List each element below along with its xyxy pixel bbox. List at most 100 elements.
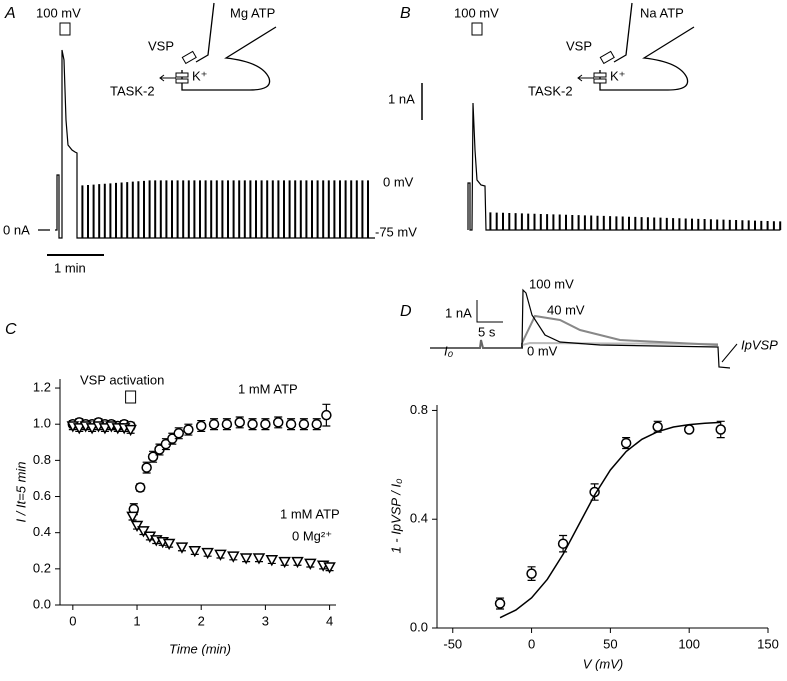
- arrow: [577, 74, 594, 82]
- data-point: [526, 568, 537, 579]
- pulse-label: 100 mV: [36, 5, 81, 20]
- y-tick-label: 1.0: [33, 416, 51, 431]
- solution-label: Na ATP: [640, 5, 684, 20]
- data-point: [214, 549, 227, 561]
- data-point: [162, 538, 176, 551]
- data-point: [208, 418, 220, 430]
- vsp-label: VSP: [148, 38, 174, 53]
- annotation: VSP activation: [80, 372, 164, 387]
- data-point: [183, 424, 194, 435]
- voltage-label: 40 mV: [547, 302, 585, 317]
- y-tick-label: 1.2: [33, 379, 51, 394]
- series-label: 1 mM ATP: [280, 506, 340, 521]
- data-point: [247, 418, 258, 430]
- y-tick-label: 0.4: [410, 511, 428, 526]
- y-axis-label: I / It=5 min: [13, 461, 28, 522]
- x-tick-label: 3: [262, 613, 269, 628]
- data-point: [85, 423, 99, 435]
- x-tick-label: 2: [198, 613, 205, 628]
- y-axis-label: 1 - IpVSP / I₀: [388, 478, 403, 554]
- pulse-box: [59, 22, 71, 36]
- pointer: [721, 343, 738, 363]
- data-point: [652, 421, 663, 433]
- pulse-box: [471, 22, 483, 36]
- data-point: [173, 427, 184, 439]
- channel-icon: [593, 72, 607, 78]
- data-point: [272, 417, 284, 428]
- data-point: [175, 542, 189, 554]
- current-trace: [38, 49, 375, 239]
- x-tick-label: 100: [678, 636, 700, 651]
- solution-label: Mg ATP: [230, 5, 275, 20]
- data-point: [188, 546, 202, 558]
- x-tick-label: 150: [757, 636, 779, 651]
- channel-icon: [175, 78, 189, 84]
- pulse-label: 100 mV: [454, 5, 499, 20]
- current-scale-label: 1 nA: [388, 91, 415, 106]
- data-point: [195, 420, 207, 432]
- data-point: [323, 562, 336, 574]
- x-tick-label: 0: [69, 613, 76, 628]
- data-point: [494, 598, 506, 609]
- data-point: [137, 526, 150, 538]
- data-point: [72, 423, 86, 435]
- panel-letter: A: [4, 5, 16, 22]
- data-point: [298, 418, 310, 430]
- x-axis-label: V (mV): [583, 656, 623, 671]
- y-tick-label: 0.6: [33, 488, 51, 503]
- data-point: [134, 482, 146, 493]
- stimulus-box: [125, 390, 137, 404]
- channel-icon: [175, 72, 189, 78]
- data-point: [147, 451, 159, 462]
- data-point: [260, 418, 271, 430]
- data-point: [683, 424, 695, 435]
- ion-label: K⁺: [192, 68, 208, 83]
- data-point: [715, 424, 726, 435]
- vsp-label: VSP: [566, 38, 592, 53]
- y-tick-label: 0.2: [33, 560, 51, 575]
- panel-letter: B: [400, 5, 411, 22]
- panel-letter: D: [400, 303, 412, 320]
- scale-bar: [476, 300, 503, 323]
- data-point: [285, 418, 297, 430]
- y-tick-label: 0.0: [410, 619, 428, 634]
- data-point: [130, 520, 144, 532]
- data-point: [620, 437, 632, 449]
- current-trace: [467, 102, 782, 231]
- y-tick-label: 0.0: [33, 596, 51, 611]
- ion-label: K⁺: [610, 68, 626, 83]
- time-scale-label: 5 s: [478, 324, 496, 339]
- cell-outline: [599, 2, 695, 91]
- arrow: [159, 74, 176, 82]
- data-point: [311, 418, 322, 430]
- data-point: [201, 547, 214, 560]
- x-tick-label: 1: [133, 613, 140, 628]
- data-point: [221, 418, 233, 430]
- voltage-label: 0 mV: [527, 343, 558, 358]
- data-point: [557, 538, 569, 549]
- cell-cartoon: [577, 2, 695, 91]
- x-tick-label: -50: [443, 636, 462, 651]
- current-scale-label: 1 nA: [445, 305, 472, 320]
- data-point: [278, 556, 291, 569]
- data-point: [252, 553, 266, 565]
- y-tick-label: 0.4: [33, 524, 51, 539]
- trace-100mv: [521, 288, 731, 369]
- data-point: [124, 424, 137, 437]
- channel-label: TASK-2: [528, 83, 573, 98]
- channel-icon: [593, 78, 607, 84]
- channel-label: TASK-2: [110, 83, 155, 98]
- data-point: [239, 553, 253, 565]
- y-tick-label: 0.8: [410, 402, 428, 417]
- data-point: [141, 462, 152, 473]
- i0-label: I₀: [444, 343, 454, 358]
- cell-outline: [181, 2, 277, 91]
- current-label: 0 nA: [3, 222, 30, 237]
- voltage-label: 100 mV: [529, 276, 574, 291]
- panel-letter: C: [5, 321, 17, 338]
- data-point: [304, 558, 317, 570]
- vsp-icon: [599, 50, 615, 65]
- ipvsp-label: IpVSP: [741, 337, 778, 352]
- data-point: [126, 511, 139, 523]
